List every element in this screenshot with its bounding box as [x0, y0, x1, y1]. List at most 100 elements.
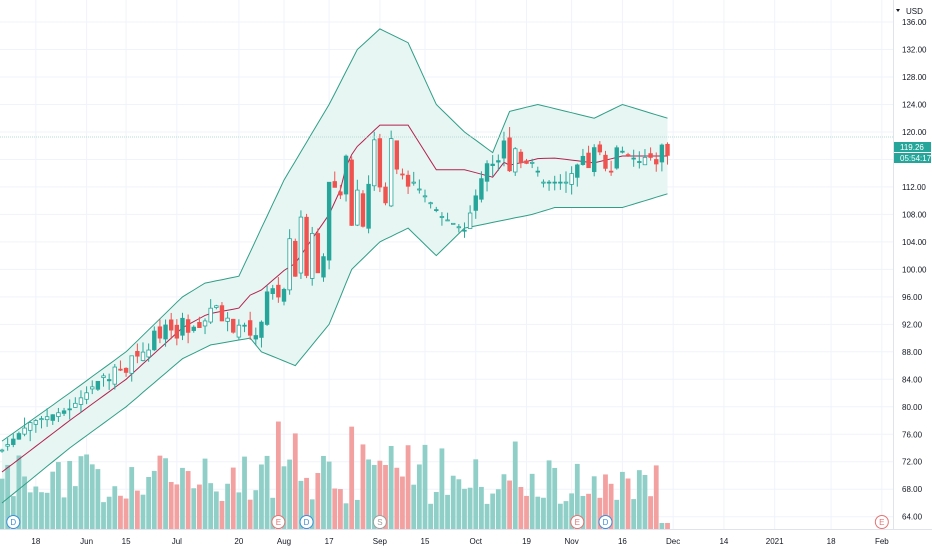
volume-bar — [321, 455, 326, 529]
candle-body — [332, 181, 337, 188]
volume-bar — [202, 458, 208, 529]
volume-bar — [625, 478, 631, 529]
candle-body — [157, 326, 163, 339]
event-marker-label: S — [377, 518, 382, 527]
candle-body — [445, 219, 450, 222]
volume-bar — [10, 496, 16, 529]
candle-body — [428, 202, 433, 205]
volume-bar — [507, 480, 512, 529]
candle-body — [343, 155, 349, 195]
volume-bar — [123, 498, 129, 529]
volume-bar — [586, 493, 591, 529]
event-marker-label: E — [879, 518, 884, 527]
settings-icon[interactable] — [896, 9, 900, 12]
candle-body — [631, 157, 636, 160]
price-tick-label: 136.00 — [902, 18, 927, 27]
candle-body — [575, 164, 580, 178]
event-marker-split[interactable]: S — [372, 515, 387, 529]
price-tick-label: 100.00 — [902, 265, 927, 274]
volume-bar — [665, 523, 670, 529]
volume-bar — [298, 480, 304, 529]
event-marker-dividend[interactable]: D — [598, 515, 613, 529]
volume-bar — [332, 488, 338, 529]
volume-bar — [473, 459, 479, 529]
volume-bar — [603, 474, 608, 529]
volume-bar — [163, 458, 168, 529]
event-marker-dividend[interactable]: D — [6, 515, 21, 529]
volume-bar — [394, 467, 400, 529]
volume-bar — [185, 471, 191, 529]
volume-bar — [501, 474, 507, 529]
event-marker-dividend[interactable]: D — [299, 515, 314, 529]
event-marker-label: D — [10, 518, 16, 527]
candle-body — [281, 288, 287, 302]
candle-body — [642, 156, 648, 166]
time-tick-label: Jun — [80, 537, 93, 546]
event-marker-earnings[interactable]: E — [570, 515, 585, 529]
candle-body — [78, 397, 84, 405]
volume-bar — [366, 459, 371, 529]
price-tick-label: 124.00 — [902, 100, 927, 109]
candle-body — [563, 181, 569, 184]
candle-body — [394, 140, 399, 170]
event-marker-label: D — [603, 518, 609, 527]
candle-body — [231, 318, 236, 333]
volume-bar — [89, 464, 95, 529]
candle-body — [456, 226, 462, 229]
volume-bar — [112, 486, 118, 529]
candle-body — [490, 163, 495, 166]
candle-body — [140, 351, 146, 361]
volume-bar — [354, 499, 360, 529]
event-marker-earnings-upcoming[interactable]: E — [874, 515, 889, 529]
candle-body — [349, 159, 354, 226]
time-tick-label: 18 — [31, 537, 40, 546]
candle-body — [388, 138, 394, 207]
volume-bar — [411, 484, 417, 529]
candle-body — [247, 320, 253, 336]
bollinger-bands — [1, 28, 668, 504]
volume-bar — [134, 490, 140, 529]
volume-bar — [512, 441, 518, 529]
volume-bar — [552, 467, 558, 529]
volume-bar — [33, 486, 39, 529]
candle-body — [372, 139, 377, 187]
volume-bar — [146, 477, 152, 529]
candle-body — [185, 319, 191, 333]
candle-body — [355, 189, 360, 226]
candle-body — [411, 181, 416, 184]
candle-body — [50, 414, 55, 421]
volume-bar — [168, 481, 174, 529]
event-marker-circle — [299, 515, 314, 529]
time-axis[interactable]: 18 Jun 15 Jul 20 Aug 17 Sep 15 Oct 19 Nov 16 Dec 14 202… — [31, 537, 889, 546]
volume-bar — [95, 469, 101, 529]
candle-body — [360, 193, 366, 227]
candle-body — [383, 186, 388, 204]
candle-body — [219, 305, 225, 322]
candle-body — [73, 402, 78, 408]
volume-bar — [157, 455, 163, 529]
candle-body — [276, 284, 281, 298]
volume-bar — [72, 486, 78, 529]
volume-bar — [546, 460, 552, 529]
event-marker-label: E — [575, 518, 580, 527]
volume-bar — [78, 456, 84, 529]
candle-body — [253, 335, 258, 340]
candle-body — [16, 433, 22, 440]
candle-body — [208, 307, 213, 323]
volume-bar — [400, 476, 405, 529]
candle-body — [33, 420, 39, 425]
time-tick-label: 15 — [421, 537, 430, 546]
candle-body — [405, 174, 411, 187]
plot-area[interactable] — [0, 28, 893, 529]
candle-body — [422, 195, 428, 198]
volume-bar — [281, 466, 287, 529]
event-marker-earnings[interactable]: E — [271, 515, 286, 529]
candle-body — [586, 152, 591, 169]
volume-bar — [338, 489, 343, 529]
countdown-badge — [894, 153, 931, 163]
volume-bar — [450, 475, 456, 529]
volume-bar — [422, 444, 428, 529]
